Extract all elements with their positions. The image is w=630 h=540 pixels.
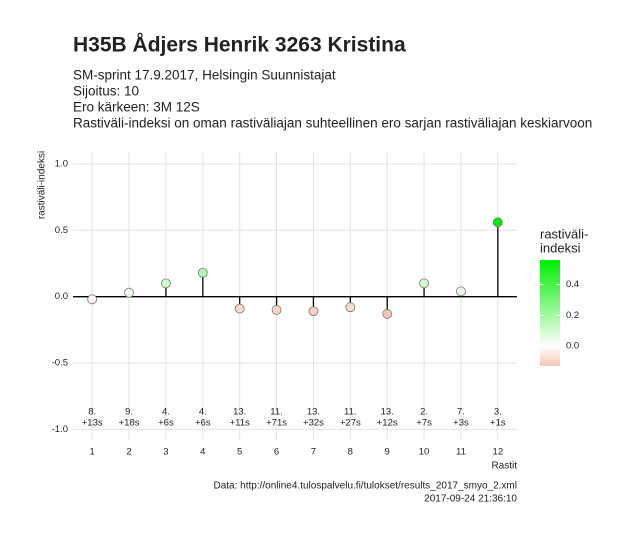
- y-tick-label: -0.5: [52, 358, 68, 369]
- x-tick-label: 6: [274, 447, 279, 458]
- rank-label: 3.: [494, 407, 502, 418]
- x-tick-label: 8: [348, 447, 353, 458]
- rank-label: 8.: [88, 407, 96, 418]
- rank-label: 13.: [381, 407, 394, 418]
- time-label: +3s: [453, 418, 469, 429]
- rank-label: 13.: [307, 407, 320, 418]
- x-tick-label: 3: [163, 447, 168, 458]
- y-axis-label: rastiväli-indeksi: [37, 151, 48, 219]
- x-tick-label: 9: [385, 447, 390, 458]
- point: [308, 306, 319, 317]
- point: [271, 305, 282, 315]
- colorbar-tick-label: 0.2: [566, 310, 579, 321]
- x-tick-label: 10: [419, 447, 430, 458]
- time-label: +71s: [266, 418, 287, 429]
- colorbar: [540, 260, 560, 366]
- time-label: +12s: [377, 418, 398, 429]
- point: [456, 286, 466, 297]
- time-label: +13s: [82, 418, 103, 429]
- subtitle: SM-sprint 17.9.2017, Helsingin Suunnista…: [73, 68, 336, 83]
- time-label: +11s: [230, 418, 250, 429]
- subtitle: Ero kärkeen: 3M 12S: [73, 100, 200, 115]
- colorbar-tick-label: 0.0: [566, 341, 579, 352]
- point: [419, 278, 429, 289]
- x-tick-label: 7: [311, 447, 316, 458]
- rank-label: 4.: [162, 407, 170, 418]
- rank-label: 4.: [199, 407, 207, 418]
- time-label: +1s: [490, 418, 506, 429]
- rank-label: 11.: [270, 407, 283, 418]
- rank-label: 11.: [344, 407, 357, 418]
- subtitle: Rastiväli-indeksi on oman rastiväliajan …: [73, 116, 592, 131]
- rank-label: 13.: [233, 407, 246, 418]
- point: [382, 309, 393, 319]
- y-tick-label: 0.0: [55, 291, 68, 302]
- time-label: +18s: [119, 418, 140, 429]
- caption: Data: http://online4.tulospalvelu.fi/tul…: [213, 481, 517, 492]
- legend-title: indeksi: [540, 240, 581, 255]
- point: [492, 217, 503, 228]
- x-tick-label: 2: [126, 447, 131, 458]
- rank-label: 9.: [125, 407, 133, 418]
- x-tick-label: 11: [456, 447, 466, 458]
- y-tick-label: -1.0: [52, 424, 68, 435]
- time-label: +6s: [195, 418, 211, 429]
- x-tick-label: 12: [493, 447, 504, 458]
- time-label: +6s: [158, 418, 174, 429]
- time-label: +27s: [340, 418, 361, 429]
- point: [87, 294, 98, 305]
- caption: 2017-09-24 21:36:10: [424, 494, 517, 505]
- point: [124, 287, 134, 298]
- rank-label: 2.: [420, 407, 428, 418]
- x-tick-label: 5: [237, 447, 242, 458]
- legend-title: rastiväli-: [540, 226, 588, 241]
- x-axis-label: Rastit: [491, 461, 517, 472]
- point: [161, 278, 171, 289]
- chart-title: H35B Ådjers Henrik 3263 Kristina: [73, 33, 406, 57]
- rank-label: 7.: [457, 407, 465, 418]
- point: [234, 303, 245, 314]
- point: [345, 302, 356, 313]
- y-tick-label: 1.0: [55, 158, 68, 169]
- x-tick-label: 1: [90, 447, 95, 458]
- subtitle: Sijoitus: 10: [73, 84, 139, 99]
- time-label: +32s: [303, 418, 324, 429]
- point: [197, 267, 208, 278]
- y-tick-label: 0.5: [55, 225, 68, 236]
- time-label: +7s: [416, 418, 432, 429]
- colorbar-tick-label: 0.4: [566, 279, 579, 290]
- x-tick-label: 4: [200, 447, 205, 458]
